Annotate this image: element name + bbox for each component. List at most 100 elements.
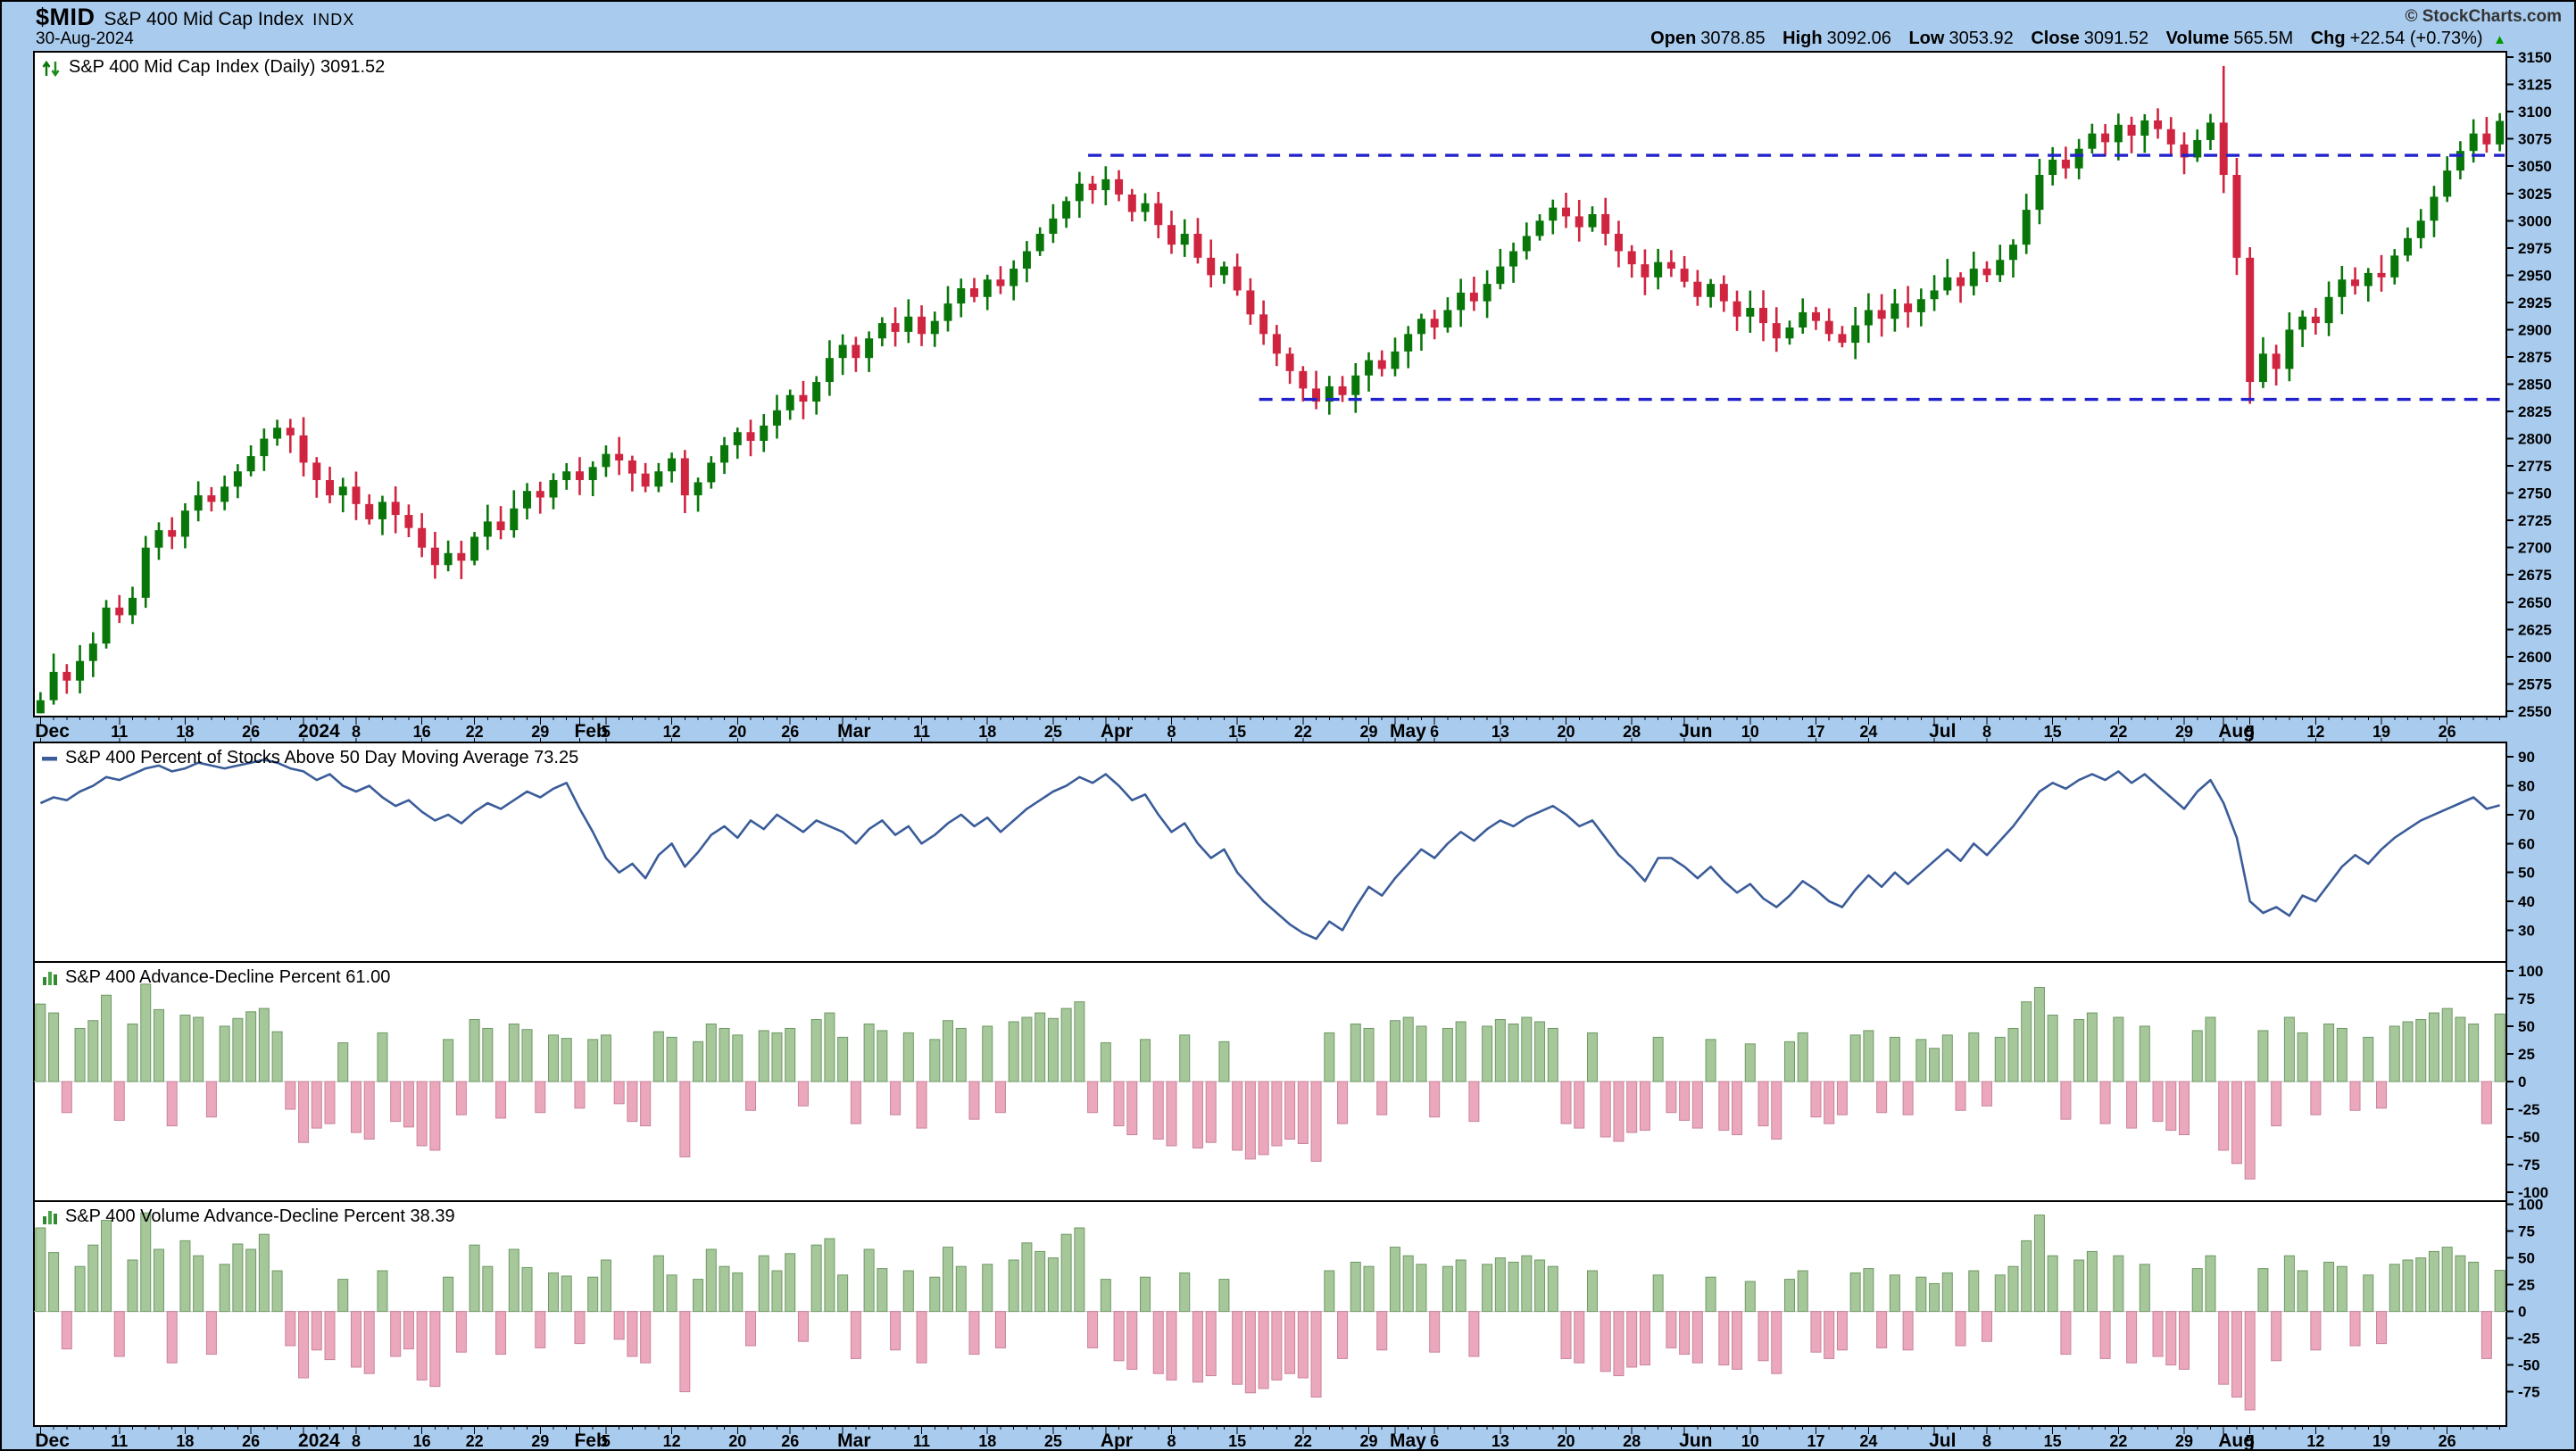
week-label: 8: [1982, 1432, 1991, 1450]
week-label: 26: [781, 723, 799, 741]
y-axis-label: 2675: [2518, 567, 2552, 584]
week-label: 26: [781, 1432, 799, 1450]
y-axis-label: 2550: [2518, 703, 2552, 720]
y-axis-label: 2850: [2518, 377, 2552, 394]
y-axis-label: 2650: [2518, 594, 2552, 611]
week-label: 15: [2044, 723, 2062, 741]
y-axis-label: 3050: [2518, 158, 2552, 175]
month-label: Jun: [1679, 1430, 1712, 1451]
week-label: 12: [2306, 723, 2324, 741]
month-label: May: [1390, 721, 1426, 742]
week-label: 5: [602, 723, 611, 741]
week-label: 18: [176, 1432, 194, 1450]
y-axis-label: 3125: [2518, 77, 2552, 94]
week-label: 22: [2109, 723, 2127, 741]
pct-above-50dma-panel: [33, 742, 2507, 963]
month-label: Dec: [35, 1430, 70, 1451]
y-axis-label: 3075: [2518, 131, 2552, 148]
week-label: 26: [242, 723, 260, 741]
pct-above-50dma-label: S&P 400 Percent of Stocks Above 50 Day M…: [65, 748, 579, 767]
week-label: 18: [176, 723, 194, 741]
volume-value: 565.5M: [2233, 29, 2294, 48]
y-axis-label: 25: [2518, 1046, 2535, 1063]
y-axis-label: 75: [2518, 991, 2535, 1007]
week-label: 29: [2175, 1432, 2193, 1450]
volume-advance-decline-label: S&P 400 Volume Advance-Decline Percent 3…: [65, 1206, 455, 1226]
week-label: 18: [978, 723, 996, 741]
week-label: 28: [1623, 723, 1641, 741]
week-label: 15: [2044, 1432, 2062, 1450]
volume-advance-decline-legend: S&P 400 Volume Advance-Decline Percent 3…: [41, 1206, 455, 1227]
month-label: Aug: [2218, 1430, 2255, 1451]
week-label: 29: [1359, 723, 1377, 741]
month-label: Jul: [1929, 721, 1956, 742]
symbol: $MID: [36, 4, 96, 30]
main-legend-label: S&P 400 Mid Cap Index (Daily) 3091.52: [69, 57, 386, 77]
week-label: 15: [1228, 723, 1246, 741]
y-axis-label: 60: [2518, 835, 2535, 852]
exchange-label: INDX: [312, 11, 355, 29]
histogram-icon: [43, 971, 57, 985]
month-label: Jul: [1929, 1430, 1956, 1451]
volume-label: Volume: [2165, 29, 2230, 48]
week-label: 25: [1044, 723, 1062, 741]
week-label: 24: [1859, 723, 1877, 741]
quote-summary: Open 3078.85 High 3092.06 Low 3053.92 Close…: [1650, 29, 2506, 49]
week-label: 19: [2372, 1432, 2390, 1450]
month-label: Mar: [837, 721, 870, 742]
y-axis-label: 80: [2518, 778, 2535, 795]
y-axis-label: 90: [2518, 749, 2535, 766]
week-label: 19: [2372, 723, 2390, 741]
month-label: Apr: [1101, 1430, 1133, 1451]
y-axis-label: 100: [2518, 963, 2543, 980]
week-label: 5: [2246, 1432, 2255, 1450]
y-axis-label: 50: [2518, 1018, 2535, 1035]
week-label: 16: [413, 1432, 431, 1450]
y-axis-label: 2950: [2518, 267, 2552, 284]
y-axis-label: 2800: [2518, 431, 2552, 448]
close-label: Close: [2031, 29, 2080, 48]
week-label: 11: [111, 723, 128, 741]
y-axis-label: 2825: [2518, 403, 2552, 420]
open-value: 3078.85: [1700, 29, 1766, 48]
week-label: 17: [1807, 1432, 1824, 1450]
month-label: 2024: [298, 721, 340, 742]
week-label: 16: [413, 723, 431, 741]
week-label: 28: [1623, 1432, 1641, 1450]
y-axis-label: -75: [2518, 1157, 2540, 1173]
y-axis-label: 25: [2518, 1277, 2535, 1294]
y-axis-label: 75: [2518, 1223, 2535, 1240]
y-axis-label: -100: [2518, 1184, 2548, 1201]
week-label: 12: [2306, 1432, 2324, 1450]
week-label: 22: [2109, 1432, 2127, 1450]
bar-series-3: [35, 1212, 2505, 1411]
y-axis-label: 50: [2518, 1250, 2535, 1267]
low-value: 3053.92: [1949, 29, 2014, 48]
week-label: 24: [1859, 1432, 1877, 1450]
week-label: 20: [728, 1432, 746, 1450]
y-axis-label: 2975: [2518, 240, 2552, 257]
week-label: 26: [242, 1432, 260, 1450]
change-up-arrow-icon: ▲: [2493, 32, 2506, 47]
week-label: 29: [531, 1432, 549, 1450]
week-label: 22: [1294, 1432, 1312, 1450]
y-axis-label: 40: [2518, 893, 2535, 910]
y-axis-label: 2575: [2518, 676, 2552, 692]
y-axis-label: 2750: [2518, 485, 2552, 502]
month-label: Feb: [574, 721, 607, 742]
volume-advance-decline-panel: [33, 1200, 2507, 1427]
month-label: Jun: [1679, 721, 1712, 742]
month-label: Mar: [837, 1430, 870, 1451]
chart-header: $MID S&P 400 Mid Cap Index INDX: [36, 4, 354, 31]
y-axis-label: -25: [2518, 1101, 2540, 1118]
close-value: 3091.52: [2083, 29, 2149, 48]
advance-decline-label: S&P 400 Advance-Decline Percent 61.00: [65, 967, 391, 987]
week-label: 11: [913, 1432, 930, 1450]
week-label: 5: [602, 1432, 611, 1450]
y-axis-label: -25: [2518, 1331, 2540, 1347]
price-arrows-icon: [42, 60, 60, 77]
month-label: 2024: [298, 1430, 340, 1451]
y-axis-label: 70: [2518, 807, 2535, 824]
